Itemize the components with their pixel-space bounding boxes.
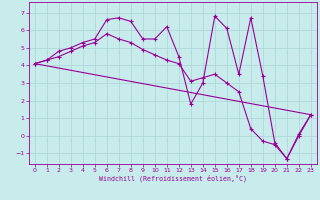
X-axis label: Windchill (Refroidissement éolien,°C): Windchill (Refroidissement éolien,°C): [99, 175, 247, 182]
